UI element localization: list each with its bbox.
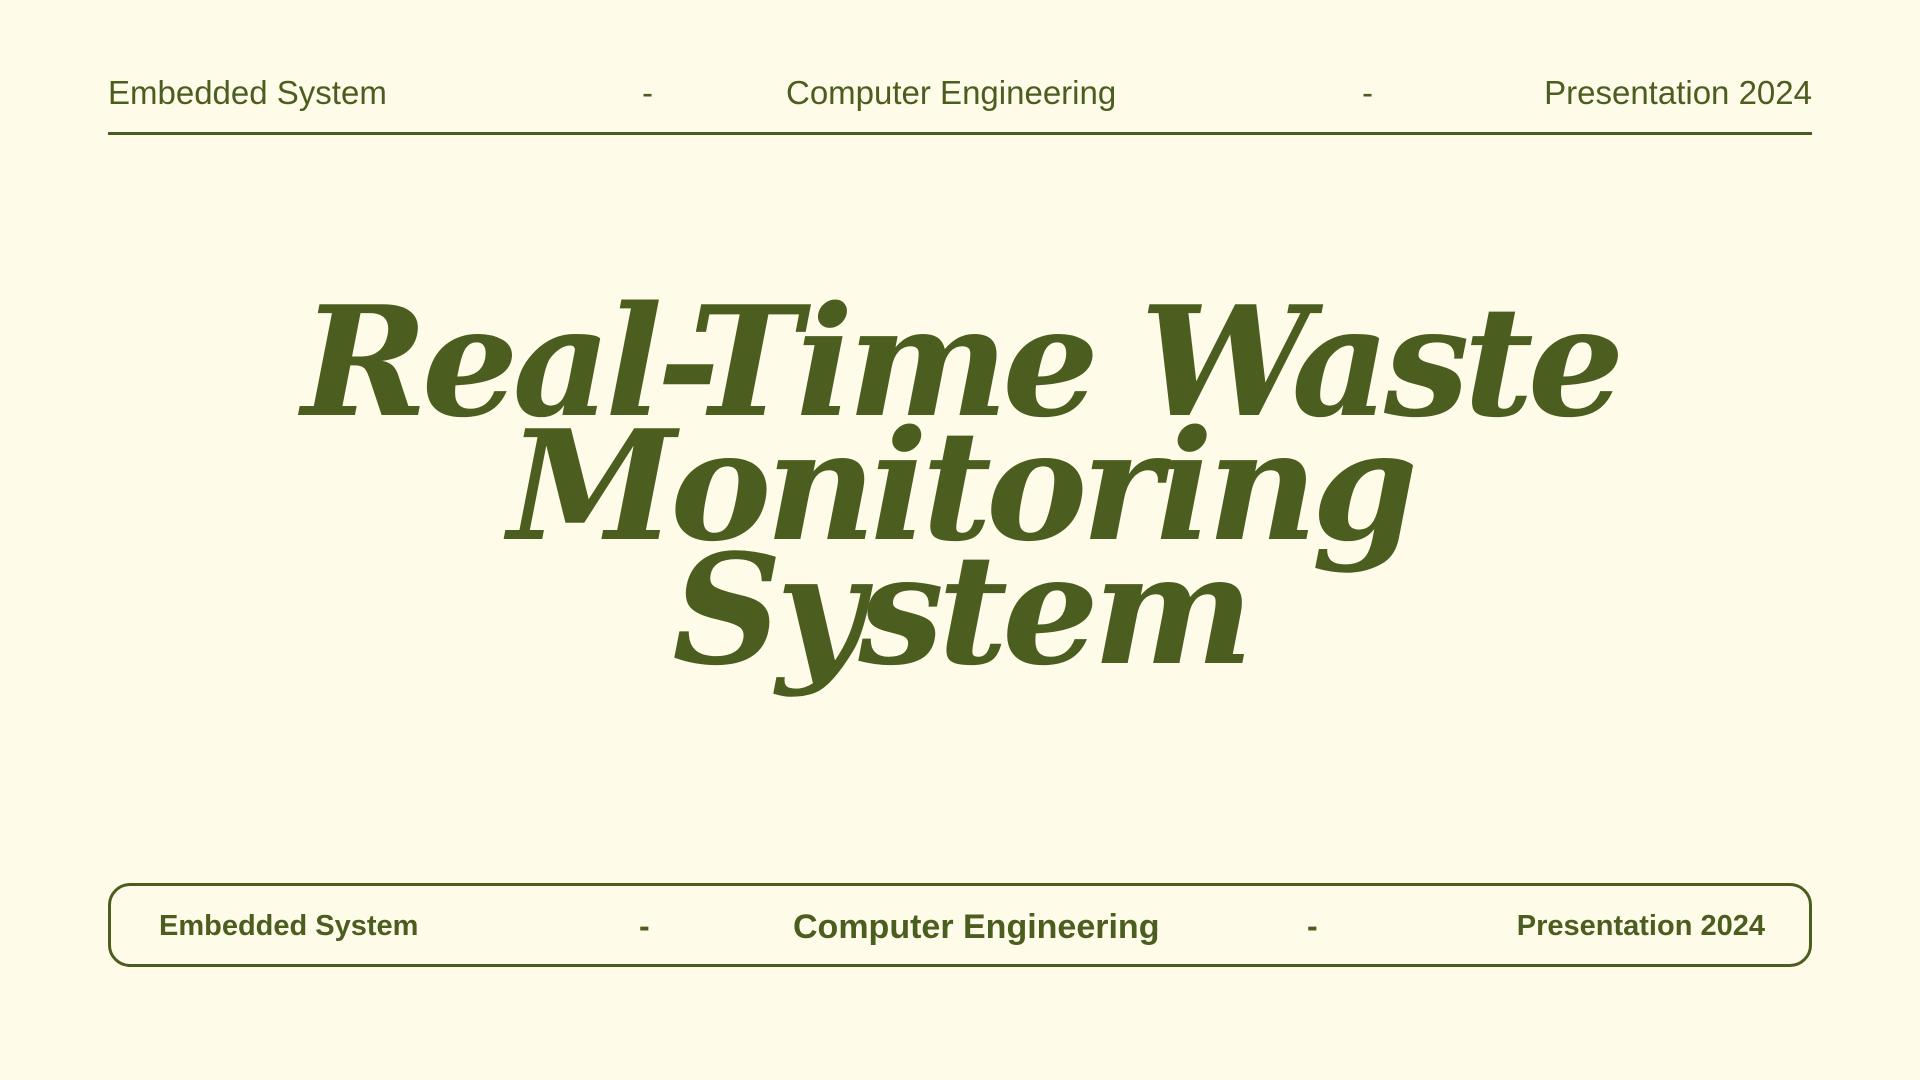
slide-title-line: Real-Time Waste (301, 272, 1625, 451)
header-presentation-label: Presentation 2024 (1544, 74, 1812, 111)
footer-separator: - (639, 908, 650, 944)
footer-presentation-label: Presentation 2024 (1516, 910, 1765, 942)
header-bar: Embedded System - Computer Engineering -… (108, 58, 1812, 135)
footer-department-label: Computer Engineering (793, 908, 1160, 946)
footer-bar: Embedded System - Computer Engineering -… (108, 883, 1812, 967)
header-separator: - (1362, 74, 1373, 111)
header-separator: - (642, 74, 653, 111)
header-department-label: Computer Engineering (786, 74, 1117, 111)
footer-course-label: Embedded System (159, 910, 419, 942)
slide-title-line: System (672, 520, 1253, 699)
slide-title-line: Monitoring (507, 396, 1418, 575)
footer-separator: - (1307, 908, 1318, 944)
slide-title: Real-Time Waste Monitoring System (0, 272, 1920, 699)
header-course-label: Embedded System (108, 74, 387, 111)
